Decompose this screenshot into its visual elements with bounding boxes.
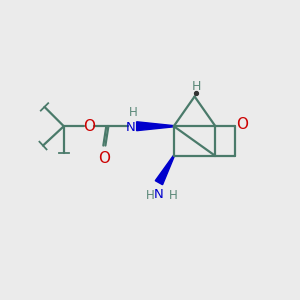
Polygon shape xyxy=(136,122,174,131)
Text: H: H xyxy=(168,189,177,202)
Polygon shape xyxy=(155,156,174,185)
Text: N: N xyxy=(125,121,135,134)
Text: H: H xyxy=(129,106,138,119)
Text: O: O xyxy=(83,119,95,134)
Text: H: H xyxy=(146,189,154,202)
Text: N: N xyxy=(154,188,164,201)
Text: O: O xyxy=(236,117,248,132)
Text: O: O xyxy=(98,152,110,166)
Text: H: H xyxy=(191,80,201,93)
